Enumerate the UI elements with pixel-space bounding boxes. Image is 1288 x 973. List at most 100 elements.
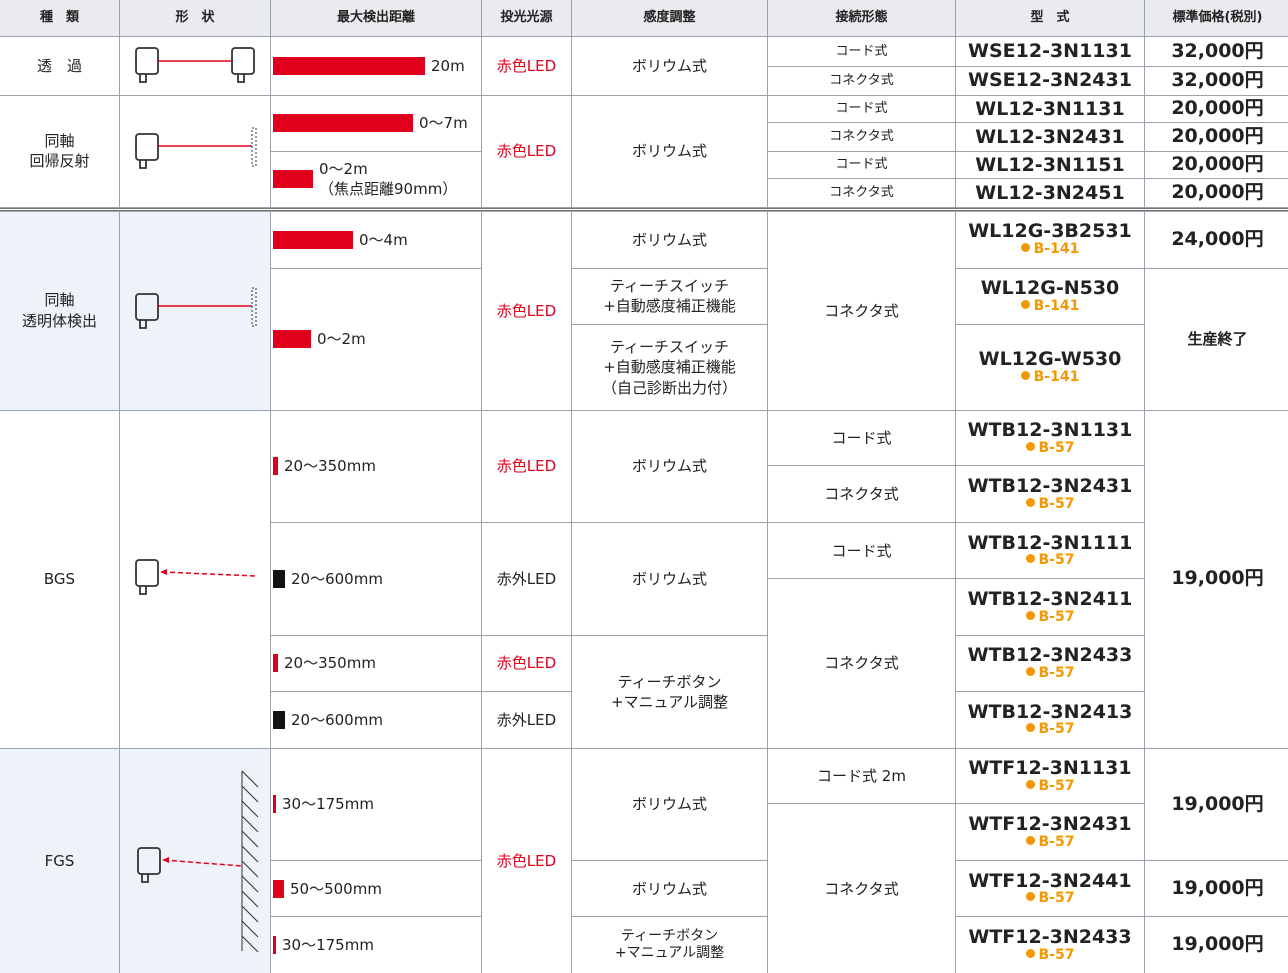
source-cell: 赤色LED (482, 37, 571, 96)
graphic (241, 770, 259, 953)
distance-bar (273, 654, 278, 673)
adjust-cell: ボリウム式 (572, 211, 767, 268)
shape-icon (135, 559, 257, 596)
distance-cell: 20〜350mm (271, 410, 481, 523)
model-name: WL12-3N2451 (975, 181, 1125, 204)
price-cell: 32,000円 (1145, 37, 1288, 66)
shape-cell (120, 37, 270, 96)
model-name: WTB12-3N1131 (967, 418, 1133, 441)
distance-cell: 20〜350mm (271, 635, 481, 691)
distance-text: 0〜2m (317, 329, 366, 348)
model-cell: WL12G-W530 B-141 (956, 325, 1144, 410)
connection-cell: コード式 (768, 523, 955, 579)
type-cell: FGS (0, 748, 119, 973)
adjust-text: ボリウム式 (631, 142, 707, 161)
header-cell: 感度調整 (572, 0, 767, 37)
distance-cell: 20〜600mm (271, 691, 481, 748)
graphic (160, 569, 167, 576)
adjust-cell: ティーチスイッチ +自動感度補正機能 (572, 268, 767, 325)
price-cell: 20,000円 (1145, 96, 1288, 123)
graphic (161, 571, 257, 577)
source-cell: 赤色LED (482, 748, 571, 973)
connection-cell: コード式 (768, 37, 955, 66)
distance-text: 20m (431, 57, 465, 76)
page-ref: B-57 (1026, 834, 1075, 850)
page-ref: B-57 (1026, 947, 1075, 963)
page-ref: B-141 (1021, 298, 1080, 314)
distance-bar (273, 57, 425, 76)
model-cell: WL12-3N2431 (956, 123, 1144, 151)
shape-cell (120, 211, 270, 410)
model-name: WTF12-3N1131 (968, 756, 1132, 779)
graphic (135, 559, 159, 596)
connection-cell: コネクタ式 (768, 466, 955, 523)
header-cell: 最大検出距離 (271, 0, 481, 37)
model-name: WTF12-3N2431 (968, 813, 1132, 836)
distance-bar (273, 170, 313, 189)
distance-cell: 50〜500mm (271, 861, 481, 917)
price-cell: 20,000円 (1145, 179, 1288, 207)
source-cell: 赤外LED (482, 523, 571, 635)
graphic (135, 133, 159, 162)
graphic (135, 292, 159, 329)
graphic (135, 292, 159, 321)
price-cell: 32,000円 (1145, 66, 1288, 96)
model-cell: WTF12-3N2441 B-57 (956, 861, 1144, 917)
header-cell: 投光光源 (482, 0, 571, 37)
connection-cell: コネクタ式 (768, 579, 955, 748)
type-text: 回帰反射 (29, 152, 90, 171)
graphic (163, 859, 243, 867)
distance-text: 20〜600mm (291, 710, 383, 729)
model-name: WTB12-3N2433 (967, 644, 1133, 667)
adjust-cell: ボリウム式 (572, 523, 767, 635)
adjust-text: ボリウム式 (631, 57, 707, 76)
distance-text: 20〜350mm (284, 654, 376, 673)
distance-bar (273, 570, 285, 589)
price-cell: 20,000円 (1145, 123, 1288, 151)
distance-cell: 0〜4m (271, 211, 481, 268)
distance-bar (273, 330, 311, 349)
distance-text: 50〜500mm (290, 879, 382, 898)
model-cell: WL12-3N1131 (956, 96, 1144, 123)
page-ref: B-57 (1026, 778, 1075, 794)
model-cell: WL12-3N1151 (956, 151, 1144, 179)
model-name: WTB12-3N2413 (967, 700, 1133, 723)
distance-bar (273, 457, 278, 476)
graphic (139, 160, 147, 170)
adjust-text: +マニュアル調整 (614, 945, 725, 962)
source-cell: 赤色LED (482, 211, 571, 410)
page-ref: B-141 (1021, 369, 1080, 385)
model-cell: WTF12-3N2431 B-57 (956, 804, 1144, 861)
type-text: 同軸 (44, 291, 75, 310)
page-ref: B-57 (1026, 722, 1075, 738)
adjust-text: ボリウム式 (631, 230, 707, 249)
adjust-cell: ティーチスイッチ +自動感度補正機能 （自己診断出力付） (572, 325, 767, 410)
model-name: WSE12-3N1131 (968, 39, 1132, 62)
graphic (135, 559, 159, 588)
adjust-cell: ボリウム式 (572, 748, 767, 861)
connection-cell: コネクタ式 (768, 804, 955, 973)
adjust-text: ティーチスイッチ (609, 338, 730, 357)
connection-cell: コネクタ式 (768, 123, 955, 151)
source-cell: 赤外LED (482, 691, 571, 748)
model-cell: WSE12-3N1131 (956, 37, 1144, 66)
distance-bar (273, 710, 285, 729)
model-cell: WTB12-3N2433 B-57 (956, 635, 1144, 691)
distance-bar (273, 879, 284, 898)
source-cell: 赤色LED (482, 96, 571, 207)
type-cell: 同軸 透明体検出 (0, 211, 119, 410)
page-ref: B-57 (1026, 440, 1075, 456)
adjust-cell: ボリウム式 (572, 861, 767, 917)
page-ref: B-57 (1026, 891, 1075, 907)
model-cell: WTB12-3N2431 B-57 (956, 466, 1144, 523)
model-name: WL12G-W530 (978, 348, 1122, 371)
type-text: BGS (43, 570, 76, 588)
type-cell: 同軸 回帰反射 (0, 96, 119, 207)
adjust-cell: ボリウム式 (572, 37, 767, 96)
price-cell: 19,000円 (1145, 410, 1288, 748)
type-cell: BGS (0, 410, 119, 748)
separator (0, 207, 1288, 211)
adjust-cell: ティーチボタン +マニュアル調整 (572, 635, 767, 748)
